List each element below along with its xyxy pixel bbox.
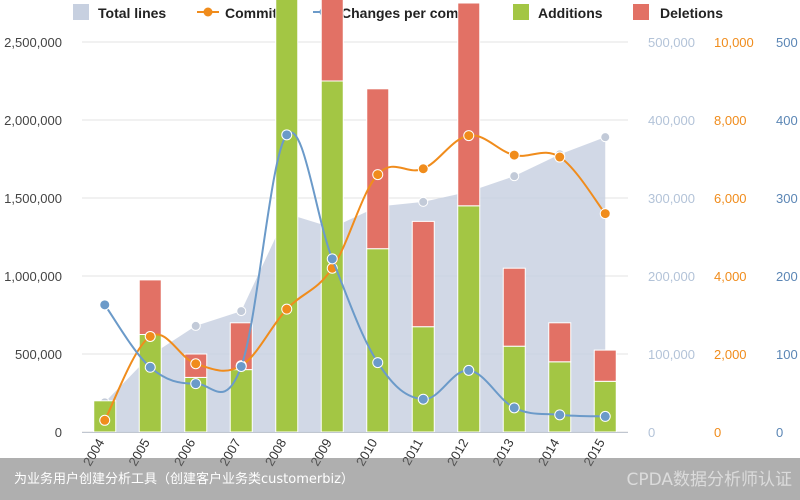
legend-item-commits[interactable]: Commits [197, 5, 285, 21]
point-changes-per-commit [463, 364, 475, 376]
changes-axis-tick-label: 500 [776, 35, 798, 50]
legend-item-additions[interactable]: Additions [513, 4, 603, 21]
legend-label-total-lines: Total lines [98, 5, 166, 21]
point-commits [144, 330, 156, 342]
left-axis-tick-label: 1,000,000 [4, 269, 62, 284]
legend-label-changes-per-commit: Changes per commit [341, 5, 480, 21]
legend-swatch-deletions [633, 4, 649, 20]
lines-axis-tick-label: 200,000 [648, 269, 695, 284]
bar-deletions [548, 322, 572, 363]
legend-swatch-additions [513, 4, 529, 20]
bar-deletions [457, 2, 481, 207]
bar-deletions [502, 267, 526, 347]
legend-swatch-total-lines [73, 4, 89, 20]
lines-axis-tick-label: 300,000 [648, 191, 695, 206]
commits-axis-tick-label: 2,000 [714, 347, 747, 362]
point-commits [99, 414, 111, 426]
lines-axis-tick-label: 0 [648, 425, 655, 440]
point-total-lines [190, 320, 201, 331]
point-changes-per-commit [326, 253, 338, 265]
point-changes-per-commit [190, 378, 202, 390]
bar-deletions [138, 279, 162, 335]
point-commits [372, 169, 384, 181]
point-changes-per-commit [599, 410, 611, 422]
point-changes-per-commit [554, 409, 566, 421]
point-changes-per-commit [508, 402, 520, 414]
legend-label-deletions: Deletions [660, 5, 723, 21]
point-commits [463, 130, 475, 142]
bar-deletions [411, 220, 435, 328]
watermark: CPDA数据分析师认证 [626, 470, 792, 490]
legend-label-commits: Commits [225, 5, 285, 21]
area-total-lines [104, 137, 606, 432]
bar-additions [502, 345, 526, 433]
point-commits [417, 163, 429, 175]
bar-deletions [320, 0, 344, 82]
point-commits [190, 358, 202, 370]
bar-additions [411, 326, 435, 433]
bar-additions [548, 361, 572, 433]
bar-additions [138, 334, 162, 433]
legend-marker-commits [203, 7, 213, 17]
legend-item-total-lines[interactable]: Total lines [73, 4, 166, 21]
commits-axis-tick-label: 0 [714, 425, 721, 440]
lines-axis-tick-label: 100,000 [648, 347, 695, 362]
caption-bar [0, 458, 800, 500]
commits-axis-tick-label: 10,000 [714, 35, 754, 50]
left-axis-tick-label: 1,500,000 [4, 191, 62, 206]
changes-axis-tick-label: 400 [776, 113, 798, 128]
left-axis-tick-label: 500,000 [15, 347, 62, 362]
plot-area: 2,500,000 2,000,000 1,500,000 1,000,000 500,… [4, 0, 798, 469]
changes-axis-tick-label: 100 [776, 347, 798, 362]
left-axis-tick-label: 2,500,000 [4, 35, 62, 50]
changes-axis-tick-label: 0 [776, 425, 783, 440]
legend: Total lines Commits Changes per commit A… [73, 4, 723, 21]
bar-additions [366, 248, 390, 433]
caption: 为业务用户创建分析工具（创建客户业务类customerbiz） [14, 472, 354, 487]
lines-axis-tick-label: 500,000 [648, 35, 695, 50]
point-changes-per-commit [144, 361, 156, 373]
point-total-lines [236, 306, 247, 317]
point-changes-per-commit [235, 360, 247, 372]
point-commits [599, 208, 611, 220]
point-changes-per-commit [417, 393, 429, 405]
legend-label-additions: Additions [538, 5, 603, 21]
point-total-lines [509, 171, 520, 182]
point-commits [281, 303, 293, 315]
point-total-lines [418, 196, 429, 207]
bar-additions [229, 369, 253, 433]
bar-additions [593, 380, 617, 433]
point-total-lines [600, 132, 611, 143]
bar-deletions [366, 88, 390, 250]
bar-additions [457, 205, 481, 433]
lines-axis-tick-label: 400,000 [648, 113, 695, 128]
left-axis-tick-label: 2,000,000 [4, 113, 62, 128]
point-changes-per-commit [281, 129, 293, 141]
changes-axis-tick-label: 300 [776, 191, 798, 206]
commits-axis-tick-label: 4,000 [714, 269, 747, 284]
commits-axis-tick-label: 6,000 [714, 191, 747, 206]
legend-item-deletions[interactable]: Deletions [633, 4, 723, 21]
bar-additions [275, 0, 299, 433]
point-changes-per-commit [99, 299, 111, 311]
point-changes-per-commit [372, 357, 384, 369]
point-commits [554, 151, 566, 163]
commits-axis-tick-label: 8,000 [714, 113, 747, 128]
bar-deletions [593, 349, 617, 382]
point-commits [508, 149, 520, 161]
changes-axis-tick-label: 200 [776, 269, 798, 284]
left-axis-tick-label: 0 [55, 425, 62, 440]
